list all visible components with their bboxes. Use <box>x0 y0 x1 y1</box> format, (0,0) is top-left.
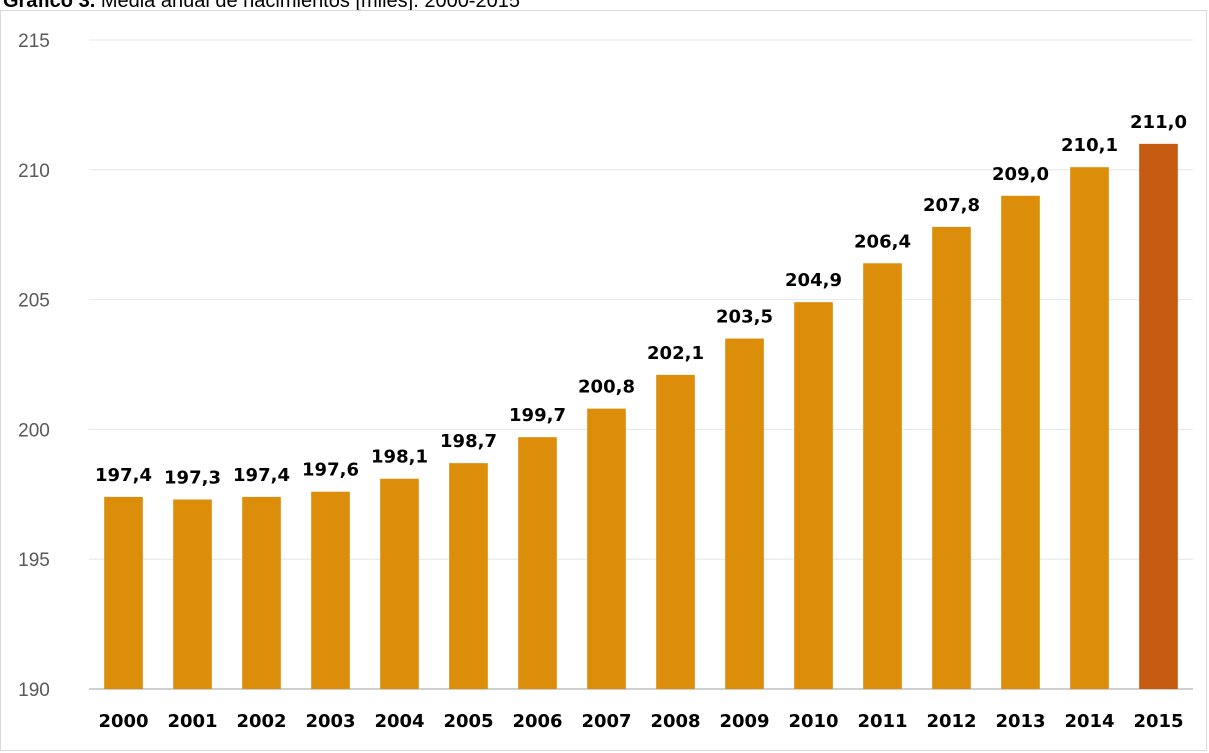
x-tick-label: 2007 <box>581 711 631 732</box>
data-label: 209,0 <box>992 164 1049 185</box>
data-label: 206,4 <box>854 231 911 252</box>
bar-2010 <box>794 302 833 689</box>
data-label: 197,6 <box>302 460 359 481</box>
x-axis-ticks: 2000 2001 2002 2003 2004 2005 2006 2007 2008 2009… <box>98 711 1183 732</box>
x-tick-label: 2015 <box>1133 711 1183 732</box>
bar-2005 <box>449 463 488 689</box>
x-tick-label: 2001 <box>167 711 217 732</box>
y-axis-ticks: 190 195 200 205 210 215 <box>18 31 50 701</box>
data-label: 198,1 <box>371 447 428 468</box>
x-tick-label: 2013 <box>995 711 1045 732</box>
bar-2015 <box>1139 143 1178 690</box>
x-tick-label: 2014 <box>1064 711 1114 732</box>
data-label: 207,8 <box>923 195 980 216</box>
caption-text: Media anual de nacimientos [miles]. 2000… <box>95 0 520 12</box>
x-tick-label: 2009 <box>719 711 769 732</box>
x-tick-label: 2000 <box>98 711 148 732</box>
data-label: 197,4 <box>95 465 152 486</box>
y-tick-label: 195 <box>18 550 50 571</box>
x-tick-label: 2012 <box>926 711 976 732</box>
data-label: 197,4 <box>233 465 290 486</box>
bar-2003 <box>311 491 350 689</box>
caption-label: Gráfico 3. <box>3 0 96 12</box>
bar-2001 <box>173 499 212 689</box>
data-label: 203,5 <box>716 307 773 328</box>
bar-2013 <box>1001 195 1040 689</box>
x-tick-label: 2010 <box>788 711 838 732</box>
bar-2002 <box>242 496 281 689</box>
data-label: 210,1 <box>1061 135 1118 156</box>
data-label: 204,9 <box>785 270 842 291</box>
bar-2012 <box>932 226 971 690</box>
bar-2007 <box>587 408 626 689</box>
x-tick-label: 2003 <box>305 711 355 732</box>
chart-caption: Gráfico 3. Media anual de nacimientos [m… <box>3 0 520 13</box>
data-label: 198,7 <box>440 431 497 452</box>
bar-2011 <box>863 263 902 689</box>
data-labels: 197,4 197,3 197,4 197,6 198,1 198,7 199,7 200,8… <box>95 112 1187 489</box>
y-tick-label: 205 <box>18 291 50 312</box>
bar-2000 <box>104 496 143 689</box>
bar-2008 <box>656 374 695 689</box>
y-tick-label: 190 <box>18 680 50 701</box>
bar-2006 <box>518 437 557 689</box>
x-tick-label: 2011 <box>857 711 907 732</box>
x-tick-label: 2005 <box>443 711 493 732</box>
x-tick-label: 2004 <box>374 711 424 732</box>
data-label: 211,0 <box>1130 112 1187 133</box>
y-tick-label: 200 <box>18 420 50 441</box>
x-tick-label: 2002 <box>236 711 286 732</box>
bars <box>104 143 1178 690</box>
data-label: 200,8 <box>578 377 635 398</box>
data-label: 202,1 <box>647 343 704 364</box>
y-tick-label: 210 <box>18 161 50 182</box>
bar-2009 <box>725 338 764 689</box>
data-label: 199,7 <box>509 405 566 426</box>
bar-2004 <box>380 478 419 689</box>
bar-2014 <box>1070 167 1109 690</box>
y-tick-label: 215 <box>18 31 50 52</box>
x-tick-label: 2006 <box>512 711 562 732</box>
x-tick-label: 2008 <box>650 711 700 732</box>
data-label: 197,3 <box>164 467 221 488</box>
